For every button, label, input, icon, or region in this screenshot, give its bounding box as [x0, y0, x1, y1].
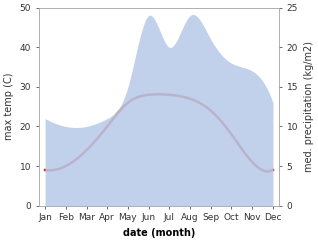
- Y-axis label: max temp (C): max temp (C): [4, 73, 14, 140]
- X-axis label: date (month): date (month): [123, 228, 195, 238]
- Y-axis label: med. precipitation (kg/m2): med. precipitation (kg/m2): [304, 41, 314, 172]
